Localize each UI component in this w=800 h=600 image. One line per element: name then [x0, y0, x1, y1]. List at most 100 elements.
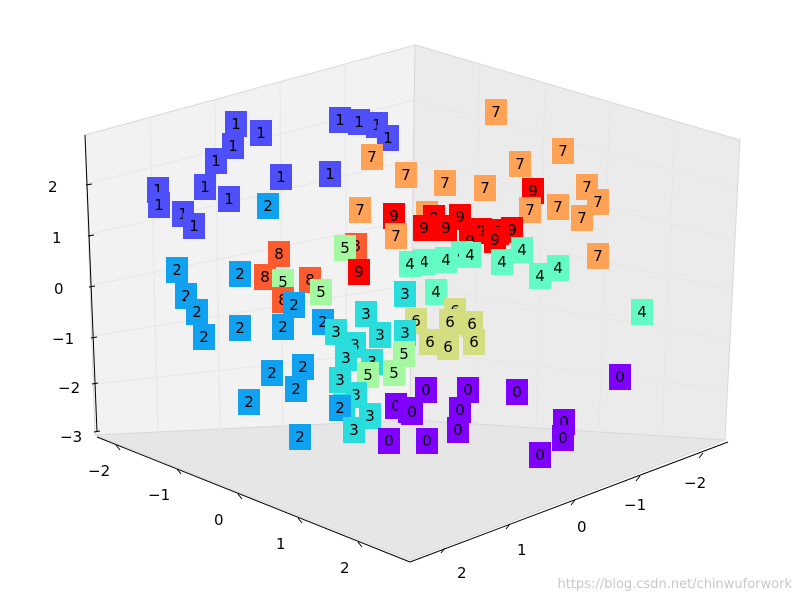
marker-label: 5 — [340, 239, 350, 257]
marker-0: 0 — [609, 364, 631, 390]
marker-0: 0 — [401, 399, 423, 425]
marker-label: 7 — [491, 103, 501, 121]
marker-label: 9 — [389, 207, 399, 225]
marker-square — [484, 227, 506, 253]
marker-2: 2 — [166, 257, 188, 283]
marker-label: 4 — [517, 241, 527, 259]
marker-label: 4 — [405, 255, 415, 273]
marker-square — [225, 111, 247, 137]
marker-4: 4 — [547, 255, 569, 281]
marker-square — [261, 360, 283, 386]
marker-square — [355, 301, 377, 327]
marker-label: 9 — [528, 182, 538, 200]
marker-square — [283, 292, 305, 318]
marker-square — [357, 362, 379, 388]
marker-label: 0 — [391, 397, 401, 415]
marker-label: 2 — [298, 358, 308, 376]
z-tick — [85, 183, 93, 186]
x-tick — [115, 444, 121, 451]
marker-2: 2 — [229, 261, 251, 287]
marker-label: 0 — [615, 368, 625, 386]
marker-square — [547, 194, 569, 220]
x-tick — [297, 517, 303, 524]
marker-square — [529, 263, 551, 289]
grid-line — [661, 120, 676, 437]
marker-8: 8 — [254, 264, 276, 290]
marker-label: 7 — [582, 178, 592, 196]
marker-label: 3 — [361, 305, 371, 323]
marker-label: 4 — [465, 246, 475, 264]
marker-label: 0 — [512, 383, 522, 401]
marker-label: 4 — [553, 259, 563, 277]
marker-1: 1 — [222, 133, 244, 159]
marker-label: 2 — [199, 328, 209, 346]
marker-square — [547, 255, 569, 281]
marker-7: 7 — [519, 197, 541, 223]
marker-square — [395, 162, 417, 188]
marker-1: 1 — [218, 186, 240, 212]
marker-square — [166, 257, 188, 283]
z-tick-label: 2 — [48, 178, 58, 196]
marker-label: 7 — [391, 227, 401, 245]
marker-label: 3 — [351, 386, 361, 404]
marker-7: 7 — [552, 138, 574, 164]
marker-square — [587, 243, 609, 269]
marker-square — [343, 417, 365, 443]
marker-1: 1 — [225, 111, 247, 137]
marker-label: 0 — [463, 381, 473, 399]
marker-label: 9 — [441, 219, 451, 237]
grid-line — [90, 159, 414, 235]
marker-label: 2 — [289, 296, 299, 314]
marker-square — [416, 428, 438, 454]
marker-label: 1 — [224, 190, 234, 208]
marker-2: 2 — [283, 292, 305, 318]
marker-7: 7 — [385, 223, 407, 249]
marker-square — [425, 279, 447, 305]
marker-square — [474, 175, 496, 201]
marker-label: 2 — [335, 399, 345, 417]
marker-square — [183, 213, 205, 239]
marker-square — [552, 138, 574, 164]
grid-line — [410, 284, 731, 341]
marker-0: 0 — [416, 428, 438, 454]
marker-1: 1 — [183, 213, 205, 239]
marker-square — [218, 186, 240, 212]
marker-square — [491, 249, 513, 275]
marker-square — [222, 133, 244, 159]
marker-square — [329, 107, 351, 133]
marker-label: 4 — [497, 253, 507, 271]
marker-label: 3 — [331, 323, 341, 341]
z-tick-label: −3 — [60, 428, 82, 446]
marker-label: 8 — [260, 268, 270, 286]
marker-label: 6 — [445, 313, 455, 331]
marker-label: 9 — [419, 219, 429, 237]
marker-6: 6 — [437, 334, 459, 360]
marker-label: 0 — [422, 432, 432, 450]
x-tick-label: −1 — [148, 486, 170, 504]
marker-4: 4 — [491, 249, 513, 275]
marker-square — [394, 320, 416, 346]
marker-7: 7 — [395, 162, 417, 188]
marker-group: 7111111177171717177191712777179979199999… — [147, 99, 653, 468]
y-tick — [635, 475, 641, 482]
x-axis-line — [96, 436, 411, 563]
grid-line — [282, 425, 600, 489]
marker-label: 6 — [443, 338, 453, 356]
grid-line — [409, 349, 728, 391]
marker-label: 3 — [335, 371, 345, 389]
marker-label: 4 — [431, 283, 441, 301]
marker-7: 7 — [485, 99, 507, 125]
marker-square — [378, 428, 400, 454]
grid-line — [220, 427, 537, 486]
marker-0: 0 — [506, 379, 528, 405]
marker-label: 7 — [553, 198, 563, 216]
marker-label: 1 — [231, 115, 241, 133]
marker-label: 7 — [440, 174, 450, 192]
marker-label: 2 — [318, 313, 328, 331]
grid-line — [346, 435, 663, 536]
marker-label: 1 — [189, 217, 199, 235]
marker-square — [385, 223, 407, 249]
marker-0: 0 — [415, 377, 437, 403]
marker-label: 7 — [593, 247, 603, 265]
marker-square — [383, 360, 405, 386]
